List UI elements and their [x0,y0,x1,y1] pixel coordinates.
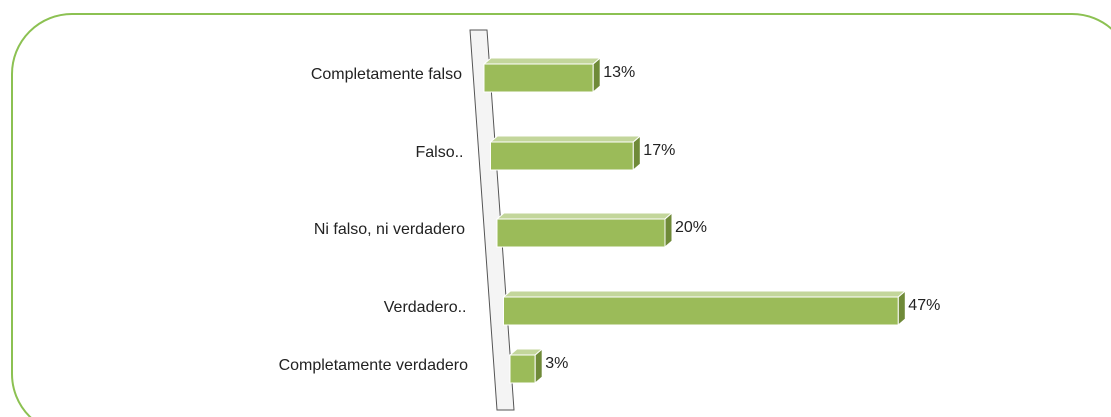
category-label: Falso.. [415,144,463,161]
category-label: Completamente verdadero [279,357,469,374]
axis-wall [469,29,515,411]
bar-top [502,290,907,298]
category-label: Ni falso, ni verdadero [314,221,465,238]
bar-top [489,135,642,143]
bar-end [592,56,601,94]
category-label: Verdadero.. [384,299,467,316]
bar [490,141,634,171]
value-label: 20% [675,219,707,236]
bar-end [664,211,673,249]
bar-end [534,347,543,385]
bar [503,296,899,326]
frame [11,13,1111,417]
bar-top [495,212,674,220]
bar [483,63,594,93]
bar-top [482,57,602,65]
bar-end [897,289,906,327]
value-label: 13% [603,64,635,81]
bar-end [632,134,641,172]
value-label: 17% [643,142,675,159]
value-label: 3% [545,355,568,372]
category-label: Completamente falso [311,66,462,83]
plot: Completamente falso 13% Falso.. 17% Ni falso… [279,56,940,385]
value-label: 47% [908,297,940,314]
bar [496,218,666,248]
bar [509,354,536,384]
